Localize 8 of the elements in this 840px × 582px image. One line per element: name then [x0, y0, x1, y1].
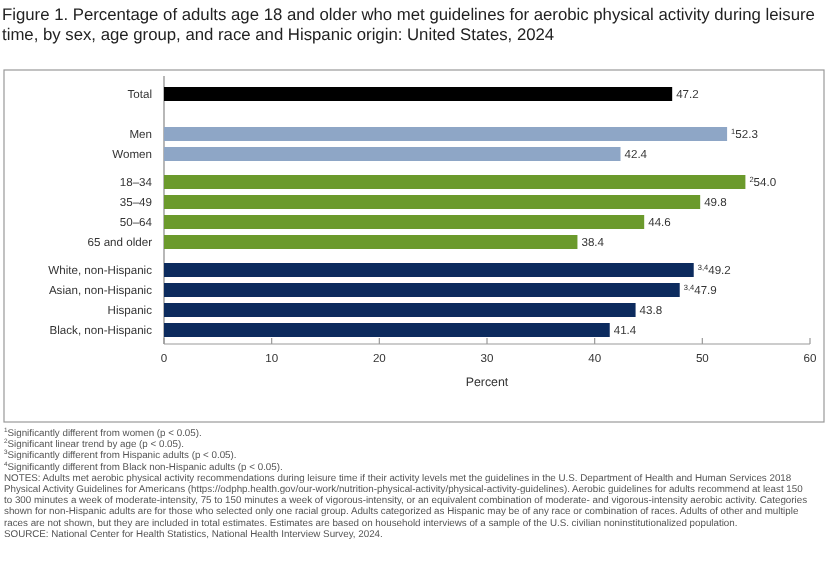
bar: [164, 175, 746, 189]
bar: [164, 87, 673, 101]
bar: [164, 303, 636, 317]
bar: [164, 323, 610, 337]
bar: [164, 215, 645, 229]
bar: [164, 283, 680, 297]
chart-title: Figure 1. Percentage of adults age 18 and older who met guidelines for aerobic physical activity during leisure time, by sex, age group, and race and Hispanic origin: United States, 2024: [2, 4, 816, 44]
bar: [164, 195, 701, 209]
